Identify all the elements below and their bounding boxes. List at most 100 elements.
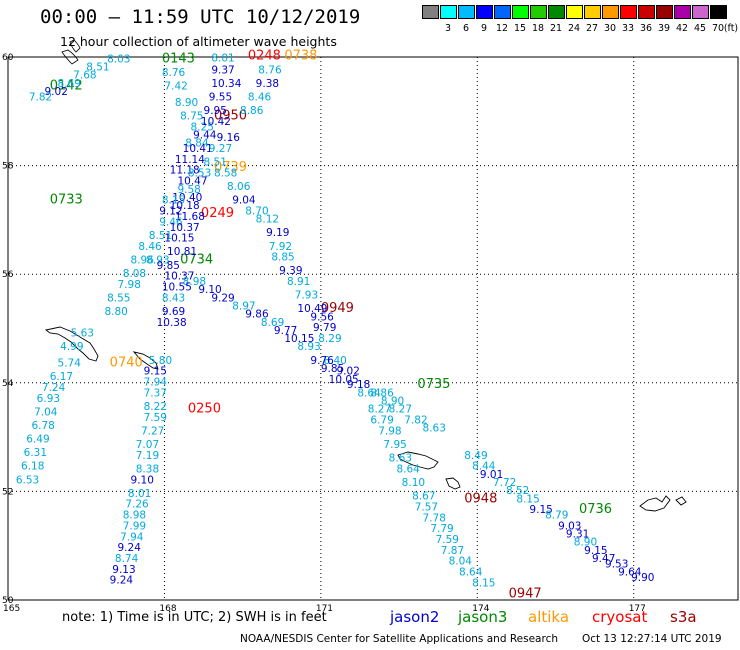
wave-height-label: 7.99 — [123, 520, 146, 532]
island-st-lawrence-small — [132, 351, 159, 370]
latitude-tick-label: 56 — [2, 270, 14, 280]
wave-height-label: 7.94 — [120, 531, 144, 543]
color-swatch — [638, 5, 655, 19]
mission-label-jason3: jason3 — [458, 608, 508, 626]
pass-id-label: 0142 — [50, 79, 83, 94]
color-scale-unit: (ft) — [723, 23, 739, 34]
color-swatch — [512, 5, 529, 19]
wave-height-label: 9.31 — [566, 529, 589, 541]
map-frame — [7, 56, 739, 601]
color-swatch — [440, 5, 457, 19]
wave-height-label: 7.27 — [141, 425, 164, 437]
wave-height-label: 8.06 — [227, 181, 251, 193]
color-swatch — [656, 5, 673, 19]
wave-height-label: 8.79 — [545, 510, 568, 522]
wave-height-label: 6.93 — [37, 393, 60, 405]
wave-height-label: 7.68 — [73, 70, 96, 82]
color-swatch — [602, 5, 619, 19]
longitude-tick-label: 177 — [629, 604, 646, 614]
color-scale-label: 21 — [549, 23, 563, 34]
wave-height-label: 8.93 — [297, 341, 320, 353]
wave-height-label: 8.90 — [175, 97, 198, 109]
longitude-tick-label: 171 — [316, 604, 333, 614]
wave-height-label: 8.98 — [123, 510, 146, 522]
wave-height-label: 9.95 — [204, 105, 227, 117]
wave-height-label: 7.98 — [378, 425, 401, 437]
mission-label-cryosat: cryosat — [592, 608, 648, 626]
wave-height-label: 8.98 — [183, 276, 206, 288]
latitude-tick-label: 52 — [2, 487, 13, 497]
wave-height-label: 10.49 — [297, 303, 327, 315]
wave-height-label: 9.53 — [605, 558, 628, 570]
island-kiska-group — [639, 495, 671, 512]
pass-id-label: 0948 — [464, 491, 497, 506]
wave-height-label: 8.15 — [162, 195, 185, 207]
wave-height-values: 8.038.517.688.699.027.828.018.76 9.37 8.76… — [16, 52, 655, 589]
color-swatch — [674, 5, 691, 19]
wave-height-label: 8.70 — [245, 205, 268, 217]
color-scale-label: 70 — [711, 23, 725, 34]
color-swatch — [476, 5, 493, 19]
color-swatch — [422, 5, 439, 19]
longitude-tick-label: 168 — [159, 604, 176, 614]
coast-northwest-ns — [69, 39, 81, 53]
wave-height-label: 8.55 — [107, 292, 130, 304]
wave-height-label: 9.29 — [211, 292, 234, 304]
wave-height-label: 7.19 — [136, 450, 159, 462]
color-scale-label: 24 — [567, 23, 581, 34]
wave-height-label: 7.72 — [493, 477, 516, 489]
pass-id-label: 0738 — [284, 49, 317, 64]
wave-height-label: 6.79 — [370, 415, 393, 427]
wave-height-label: 9.47 — [592, 553, 615, 565]
coast-southwest-ns — [61, 49, 79, 65]
color-swatch — [692, 5, 709, 19]
wave-height-label: 9.19 — [266, 227, 289, 239]
color-swatch — [458, 5, 475, 19]
color-swatch — [494, 5, 511, 19]
wave-height-label: 8.84 — [185, 138, 209, 150]
wave-height-label: 8.80 — [104, 306, 127, 318]
color-scale-label: 33 — [621, 23, 635, 34]
wave-height-label: 8.90 — [381, 396, 404, 408]
wave-height-label: 7.94 — [144, 377, 168, 389]
island-st-matthew — [44, 326, 99, 362]
wave-height-label: 9.27 — [209, 143, 232, 155]
wave-height-label: 8.74 — [115, 553, 139, 565]
wave-height-label: 8.46 — [248, 91, 272, 103]
wave-height-label: 7.92 — [269, 241, 292, 253]
pass-id-label: 0250 — [188, 402, 221, 417]
wave-height-label: 6.78 — [31, 420, 54, 432]
wave-height-label: 8.22 — [144, 401, 167, 413]
wave-height-label: 8.63 — [389, 453, 412, 465]
mission-label-altika: altika — [528, 608, 570, 626]
wave-height-label: 8.38 — [136, 463, 159, 475]
wave-height-label: 7.59 — [436, 534, 459, 546]
pass-id-label: 0947 — [509, 586, 542, 601]
wave-height-label: 8.01 — [211, 52, 234, 64]
graticule — [7, 56, 739, 601]
wave-height-label: 9.77 — [274, 325, 297, 337]
wave-height-label: 8.15 — [516, 493, 539, 505]
wave-height-label: 10.40 — [172, 192, 202, 204]
wave-height-label: 9.79 — [313, 322, 336, 334]
color-swatch — [530, 5, 547, 19]
wave-height-label: 9.15 — [529, 504, 552, 516]
wave-height-label: 11.18 — [170, 165, 200, 177]
wave-height-label: 8.25 — [191, 121, 214, 133]
wave-height-label: 8.69 — [261, 317, 284, 329]
wave-height-label: 8.15 — [472, 577, 495, 589]
wave-height-label: 10.37 — [170, 222, 200, 234]
wave-height-label: 10.47 — [177, 176, 207, 188]
wave-height-label: 8.49 — [464, 450, 487, 462]
wave-height-label: 10.55 — [162, 281, 192, 293]
wave-height-label: 9.24 — [110, 575, 134, 587]
footer-note: note: 1) Time is in UTC; 2) SWH is in fe… — [62, 610, 327, 625]
wave-height-label: 9.01 — [480, 469, 503, 481]
map-subtitle: 12 hour collection of altimeter wave hei… — [60, 34, 337, 49]
wave-height-label: 9.02 — [45, 86, 68, 98]
color-scale-label: 12 — [495, 23, 509, 34]
color-scale-label: 9 — [480, 23, 488, 34]
pass-id-label: 0950 — [214, 108, 247, 123]
color-scale-label: 15 — [513, 23, 527, 34]
mission-label-jason2: jason2 — [390, 608, 440, 626]
